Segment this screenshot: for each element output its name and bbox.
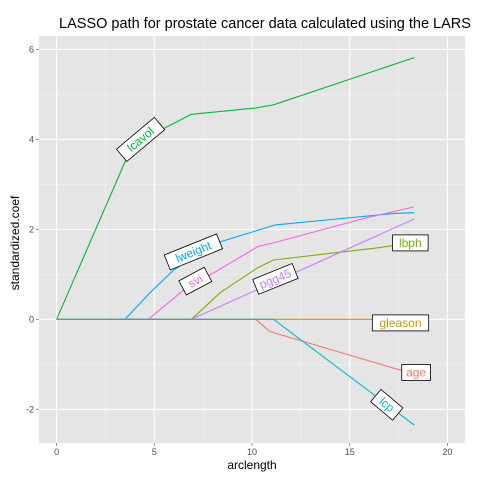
- series-label-box: [163, 233, 224, 271]
- x-tick-label: 15: [345, 447, 355, 457]
- y-tick-label: 0: [29, 314, 34, 324]
- y-tick-label: 6: [29, 44, 34, 54]
- x-tick-label: 5: [152, 447, 157, 457]
- series-label-svi: svi: [178, 266, 213, 296]
- x-axis-ticks: 0 5 10 15 20: [54, 443, 452, 457]
- series-label-text: age: [406, 365, 426, 379]
- series-label-box: [115, 116, 166, 162]
- chart-title: LASSO path for prostate cancer data calc…: [59, 16, 471, 32]
- y-tick-label: 2: [29, 224, 34, 234]
- x-tick-label: 0: [54, 447, 59, 457]
- series-label-gleason: gleason: [371, 314, 430, 332]
- series-label-text: gleason: [379, 316, 421, 330]
- series-line-lcp: [56, 318, 415, 426]
- x-tick-label: 10: [247, 447, 257, 457]
- series-label-lcp: lcp: [370, 388, 404, 421]
- series-label-age: age: [401, 363, 431, 381]
- series-label-box: [370, 388, 404, 421]
- series-line-svi: [56, 206, 415, 320]
- series-label-text: lbph: [399, 236, 422, 250]
- y-tick-label: -2: [26, 404, 34, 414]
- y-axis-ticks: -2 0 2 4 6: [26, 44, 39, 414]
- series-label-box: [371, 314, 430, 332]
- series-label-box: [252, 263, 299, 295]
- x-tick-label: 20: [442, 447, 452, 457]
- series-label-box: [401, 363, 431, 381]
- y-axis-title: standardized.coef: [8, 195, 22, 290]
- series-label-box: [392, 234, 429, 252]
- series-label-lbph: lbph: [392, 234, 429, 252]
- series-label-text: svi: [186, 271, 206, 290]
- series-label-box: [178, 266, 213, 296]
- y-tick-label: 4: [29, 134, 34, 144]
- x-axis-title: arclength: [227, 458, 276, 472]
